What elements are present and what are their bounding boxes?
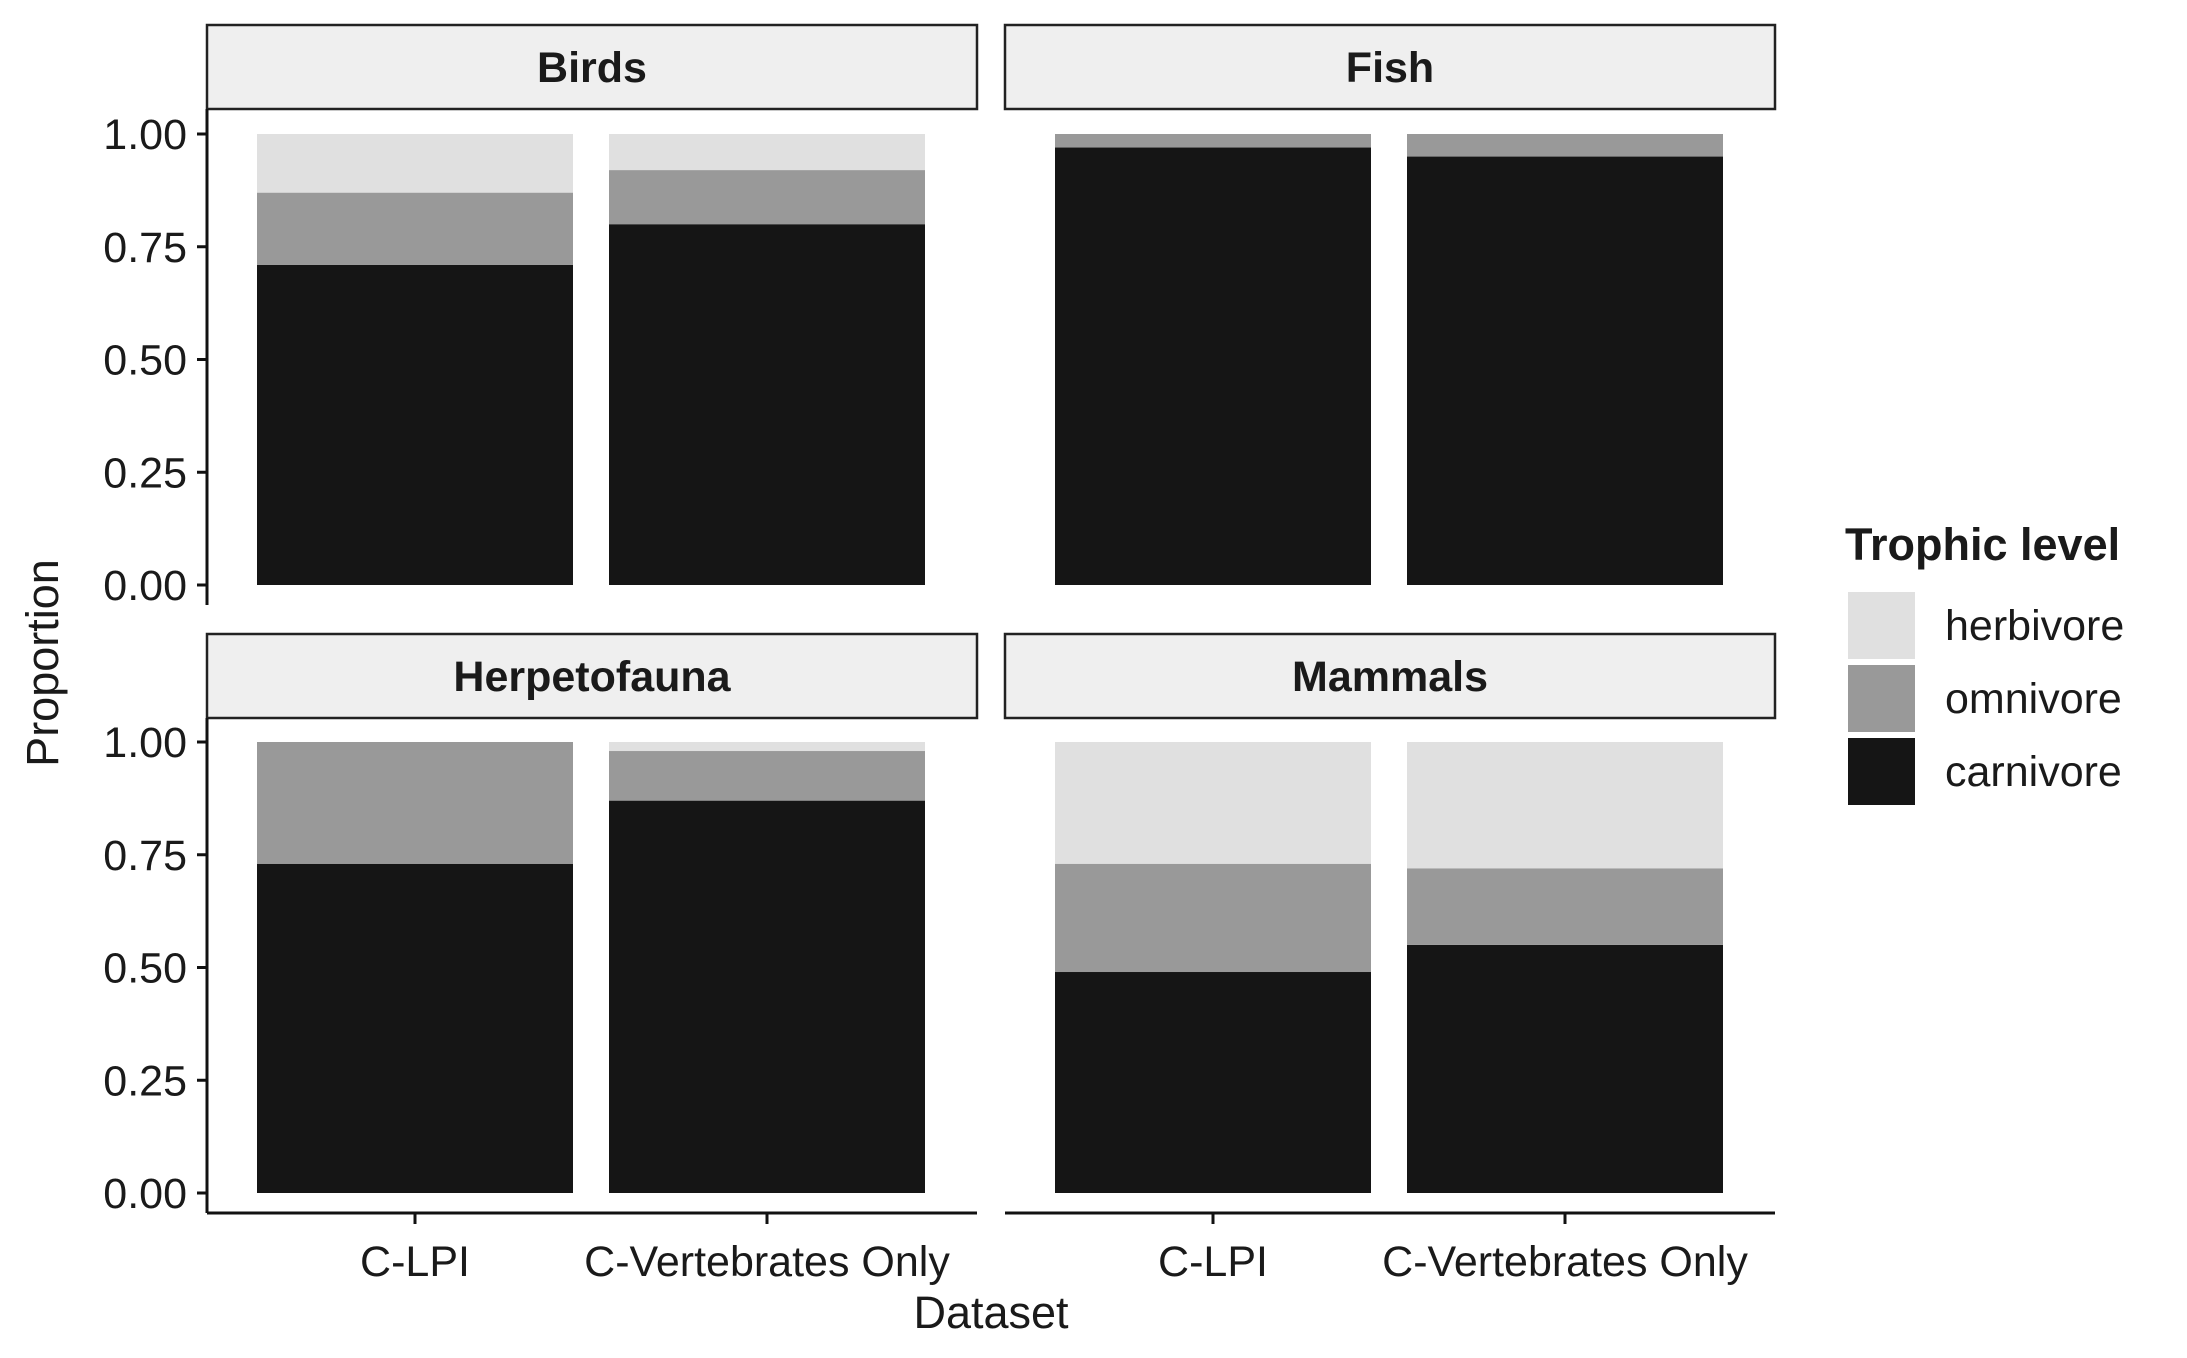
legend-swatch-omnivore	[1848, 665, 1915, 732]
legend-swatch-carnivore	[1848, 738, 1915, 805]
y-axis-title: Proportion	[17, 559, 68, 767]
bar-segment-carnivore	[1407, 156, 1723, 586]
bar-segment-herbivore	[609, 134, 925, 171]
bar-segment-omnivore	[609, 751, 925, 801]
facet-title: Herpetofauna	[453, 653, 731, 701]
legend-label-carnivore: carnivore	[1945, 748, 2122, 796]
x-tick-label: C-Vertebrates Only	[1382, 1238, 1748, 1286]
bar-segment-herbivore	[609, 742, 925, 752]
facet-strip	[205, 23, 979, 111]
facet-title: Mammals	[1292, 653, 1488, 701]
facet-title: Fish	[1346, 44, 1434, 92]
facet-strip	[205, 632, 979, 720]
y-tick-label: 1.00	[103, 719, 187, 767]
bar-segment-omnivore	[257, 742, 573, 864]
x-tick-label: C-Vertebrates Only	[584, 1238, 950, 1286]
x-axis-title: Dataset	[913, 1287, 1069, 1338]
bar-segment-herbivore	[1055, 742, 1371, 864]
y-tick-label: 0.00	[103, 1170, 187, 1218]
bar-segment-carnivore	[609, 224, 925, 585]
legend-title: Trophic level	[1845, 519, 2120, 570]
y-tick-label: 0.00	[103, 562, 187, 610]
bar-segment-carnivore	[609, 800, 925, 1193]
x-tick-label: C-LPI	[360, 1238, 470, 1286]
facet-title: Birds	[537, 44, 647, 92]
bar-segment-omnivore	[257, 192, 573, 265]
facet-strip	[1003, 632, 1777, 720]
x-tick-label: C-LPI	[1158, 1238, 1268, 1286]
bar-segment-carnivore	[1055, 147, 1371, 585]
bar-segment-omnivore	[1055, 863, 1371, 973]
bar-segment-omnivore	[1407, 868, 1723, 945]
y-tick-label: 0.75	[103, 832, 187, 880]
facet-strip	[1003, 23, 1777, 111]
y-tick-label: 0.75	[103, 224, 187, 272]
legend-swatch-herbivore	[1848, 592, 1915, 659]
bar-segment-carnivore	[1055, 972, 1371, 1193]
bar-segment-herbivore	[257, 134, 573, 193]
bar-segment-omnivore	[609, 170, 925, 225]
bar-segment-omnivore	[1055, 134, 1371, 148]
legend-label-herbivore: herbivore	[1945, 602, 2124, 650]
y-tick-label: 0.25	[103, 449, 187, 497]
bar-segment-carnivore	[1407, 944, 1723, 1193]
y-tick-label: 0.50	[103, 945, 187, 993]
y-tick-label: 0.25	[103, 1057, 187, 1105]
y-tick-label: 1.00	[103, 111, 187, 159]
y-tick-label: 0.50	[103, 337, 187, 385]
legend-label-omnivore: omnivore	[1945, 675, 2122, 723]
bar-segment-carnivore	[257, 264, 573, 585]
bar-segment-carnivore	[257, 863, 573, 1193]
bar-segment-omnivore	[1407, 134, 1723, 157]
bar-segment-herbivore	[1407, 742, 1723, 869]
